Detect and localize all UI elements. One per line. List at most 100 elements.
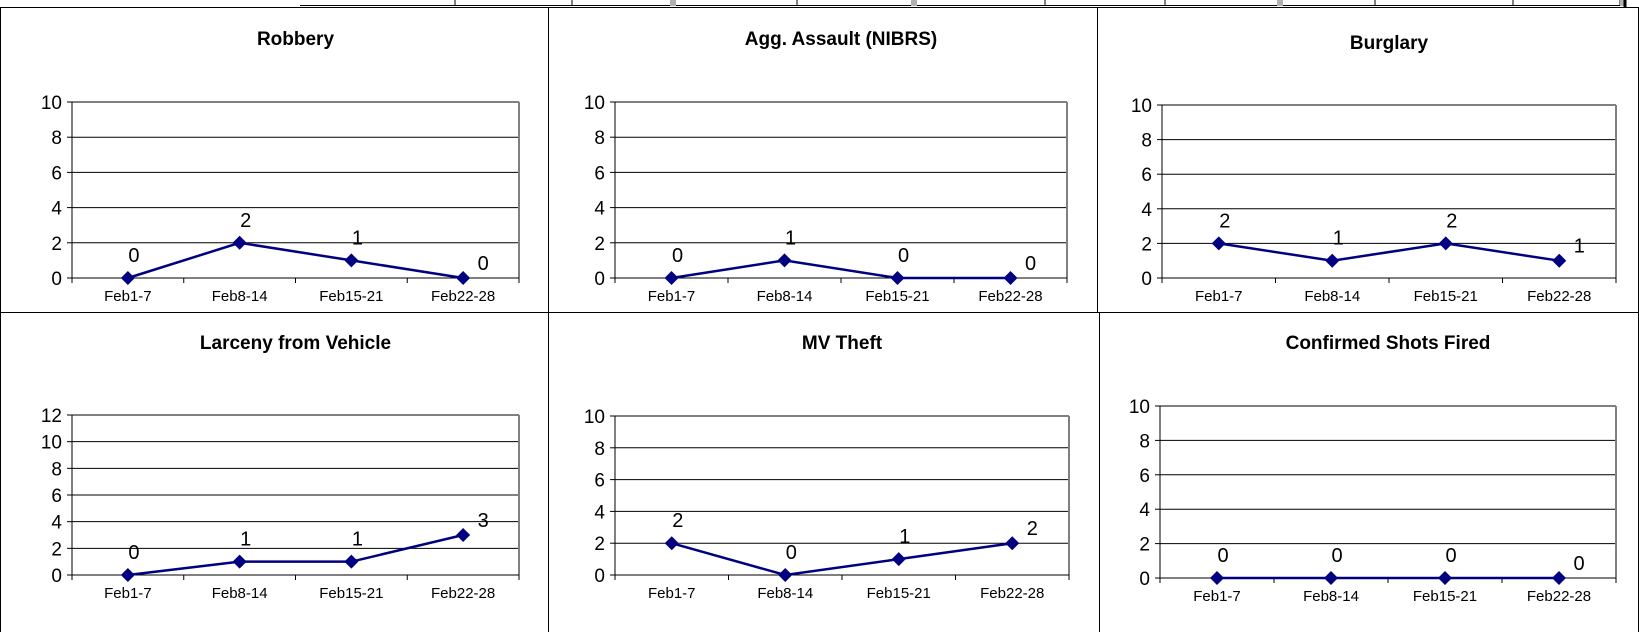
x-tick-label: Feb8-14 — [212, 288, 268, 305]
chart-panel-robbery: Robbery 0 2 4 6 8 10 Feb1-7 Feb8-14 Feb15-21 Feb22… — [0, 7, 549, 313]
x-tick-label: Feb22-28 — [980, 585, 1044, 602]
y-tick-label: 4 — [594, 502, 605, 523]
data-label: 1 — [240, 529, 251, 551]
y-tick-label: 8 — [594, 439, 605, 460]
y-tick-label: 6 — [594, 471, 605, 492]
x-tick-label: Feb15-21 — [1413, 588, 1477, 605]
chart-panel-agg-assault: Agg. Assault (NIBRS) 0 2 4 6 8 10 Feb1-7 Feb8-14… — [549, 7, 1097, 313]
x-tick-label: Feb15-21 — [319, 288, 383, 305]
data-label: 1 — [899, 526, 910, 548]
y-tick-label: 10 — [1131, 96, 1152, 117]
y-tick-label: 0 — [594, 269, 605, 290]
data-label: 0 — [128, 542, 139, 564]
x-tick-label: Feb15-21 — [865, 288, 929, 305]
y-tick-label: 12 — [41, 406, 62, 427]
x-tick-label: Feb1-7 — [104, 288, 152, 305]
data-label: 2 — [672, 510, 683, 532]
data-label: 1 — [1574, 236, 1585, 258]
series-line-mv-theft — [671, 541, 1013, 577]
y-tick-label: 2 — [1139, 535, 1150, 556]
x-tick-label: Feb15-21 — [319, 585, 383, 602]
series-line-agg-assault-nibrs — [671, 259, 1011, 280]
x-tick-label: Feb1-7 — [648, 585, 696, 602]
y-tick-label: 0 — [51, 566, 62, 587]
y-tick-label: 10 — [41, 433, 62, 454]
y-tick-label: 8 — [1141, 131, 1152, 152]
y-tick-label: 0 — [1139, 569, 1150, 590]
data-point-marker — [1438, 571, 1452, 585]
chart-panel-larceny-from-vehicle: Larceny from Vehicle 0 2 4 6 8 10 12 Feb1-7 Feb8-… — [0, 313, 549, 632]
x-tick-label: Feb1-7 — [1195, 288, 1243, 305]
chart-title: Burglary — [1350, 33, 1429, 54]
series-line-burglary — [1218, 242, 1560, 262]
y-tick-label: 2 — [594, 534, 605, 555]
data-label: 3 — [478, 510, 489, 532]
x-tick-label: Feb8-14 — [212, 585, 268, 602]
y-tick-label: 2 — [1141, 234, 1152, 255]
data-label: 2 — [1219, 210, 1230, 232]
data-label: 0 — [1445, 545, 1456, 567]
data-point-marker — [1325, 253, 1340, 268]
chart-title: Larceny from Vehicle — [200, 333, 391, 354]
data-label: 0 — [898, 245, 909, 267]
y-tick-label: 8 — [51, 459, 62, 480]
y-tick-label: 6 — [1141, 165, 1152, 186]
data-label: 1 — [352, 529, 363, 551]
x-tick-label: Feb8-14 — [757, 585, 813, 602]
chart-panel-mv-theft: MV Theft 0 2 4 6 8 10 Feb1-7 Feb8-14 Feb15-21 Feb2… — [549, 313, 1099, 632]
data-point-marker — [777, 253, 792, 268]
x-tick-label: Feb15-21 — [1414, 288, 1478, 305]
data-point-marker — [120, 271, 135, 285]
data-point-marker — [664, 271, 679, 285]
y-tick-label: 8 — [1139, 431, 1150, 452]
y-tick-label: 4 — [51, 513, 62, 534]
data-point-marker — [456, 271, 471, 285]
data-label: 1 — [785, 227, 796, 249]
series-line-larceny-from-vehicle — [127, 533, 464, 577]
y-tick-label: 10 — [584, 407, 605, 428]
x-tick-label: Feb8-14 — [1303, 588, 1359, 605]
data-point-marker — [1552, 571, 1566, 585]
y-tick-label: 0 — [51, 269, 62, 290]
chart-panel-confirmed-shots-fired: Confirmed Shots Fired 0 2 4 6 8 10 Feb1-7 Feb8-1… — [1099, 313, 1639, 632]
y-tick-label: 0 — [594, 566, 605, 587]
y-tick-label: 2 — [594, 234, 605, 255]
data-label: 0 — [478, 253, 489, 275]
series-line-robbery — [127, 241, 464, 280]
data-point-marker — [1003, 271, 1018, 285]
data-point-marker — [1324, 571, 1338, 585]
x-tick-label: Feb22-28 — [431, 288, 495, 305]
data-point-marker — [1438, 236, 1453, 251]
x-tick-label: Feb1-7 — [104, 585, 152, 602]
x-tick-label: Feb22-28 — [1527, 288, 1591, 305]
data-label: 2 — [1446, 210, 1457, 232]
x-tick-label: Feb22-28 — [1527, 588, 1591, 605]
y-tick-label: 4 — [1141, 200, 1152, 221]
chart-title: Robbery — [257, 29, 335, 50]
chart-title: Confirmed Shots Fired — [1286, 333, 1491, 354]
x-tick-label: Feb8-14 — [1304, 288, 1360, 305]
x-tick-label: Feb15-21 — [867, 585, 931, 602]
data-point-marker — [891, 552, 906, 567]
data-point-marker — [232, 235, 247, 250]
chart-title: Agg. Assault (NIBRS) — [745, 29, 937, 50]
x-tick-label: Feb1-7 — [648, 288, 696, 305]
y-tick-label: 0 — [1141, 269, 1152, 290]
y-tick-label: 10 — [1129, 397, 1150, 418]
data-point-marker — [664, 536, 679, 551]
data-point-marker — [232, 554, 247, 569]
x-tick-label: Feb22-28 — [431, 585, 495, 602]
data-label: 2 — [1027, 518, 1038, 540]
x-tick-label: Feb8-14 — [757, 288, 813, 305]
data-label: 2 — [240, 210, 251, 232]
data-point-marker — [1210, 571, 1224, 585]
data-point-marker — [344, 253, 359, 268]
data-point-marker — [120, 568, 135, 582]
data-label: 0 — [1331, 545, 1342, 567]
x-tick-label: Feb22-28 — [978, 288, 1042, 305]
chart-burglary: Burglary 0 2 4 6 8 10 Feb1-7 Feb8-14 Feb15-21 Feb2… — [1131, 33, 1617, 305]
data-label: 0 — [786, 542, 797, 564]
